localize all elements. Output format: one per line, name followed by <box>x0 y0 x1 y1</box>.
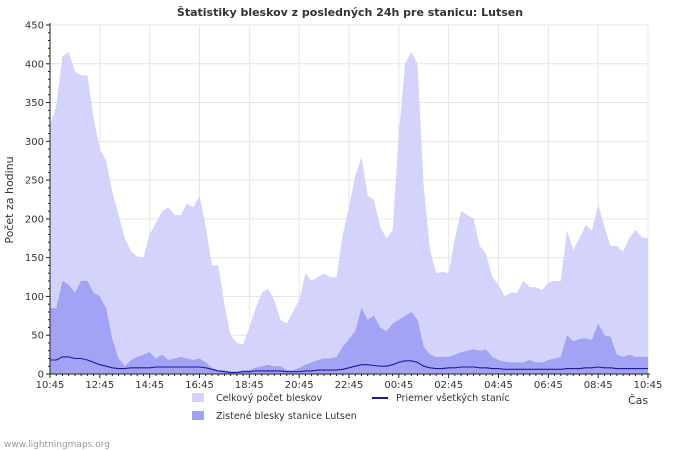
x-tick-label: 10:45 <box>36 380 65 391</box>
x-tick-label: 10:45 <box>634 380 663 391</box>
x-tick-labels: 10:45 12:45 14:45 16:45 18:45 20:45 22:45 00:45… <box>36 380 663 391</box>
legend-label-0: Celkový počet bleskov <box>216 393 322 404</box>
x-tick-label: 02:45 <box>434 380 463 391</box>
y-tick-label: 450 <box>25 21 44 32</box>
y-tick-label: 0 <box>38 370 44 381</box>
series-area-1 <box>50 280 648 374</box>
y-tick-labels: 0 50 100 150 200 250 300 350 400 450 <box>25 21 44 381</box>
x-axis-label: Čas <box>628 394 648 407</box>
axes <box>46 23 650 378</box>
y-tick-label: 400 <box>25 59 44 70</box>
x-tick-label: 22:45 <box>335 380 364 391</box>
x-tick-label: 08:45 <box>584 380 613 391</box>
legend-swatch-0 <box>192 393 204 402</box>
y-tick-label: 250 <box>25 176 44 187</box>
y-axis-label: Počet za hodinu <box>3 156 16 243</box>
x-tick-label: 16:45 <box>185 380 214 391</box>
y-tick-label: 350 <box>25 98 44 109</box>
chart-title: Štatistiky bleskov z posledných 24h pre … <box>177 6 523 19</box>
x-tick-label: 04:45 <box>484 380 513 391</box>
series-area-0 <box>50 52 648 374</box>
legend-label-2: Zistené blesky stanice Lutsen <box>216 411 357 422</box>
y-tick-label: 100 <box>25 292 44 303</box>
series-layer <box>50 52 648 374</box>
y-tick-label: 200 <box>25 214 44 225</box>
legend-label-1: Priemer všetkých staníc <box>396 393 510 404</box>
y-tick-label: 50 <box>31 331 44 342</box>
y-tick-label: 150 <box>25 253 44 264</box>
series-line-2 <box>50 356 648 373</box>
x-tick-label: 18:45 <box>235 380 264 391</box>
x-tick-label: 06:45 <box>534 380 563 391</box>
x-tick-label: 20:45 <box>285 380 314 391</box>
x-tick-label: 12:45 <box>85 380 114 391</box>
x-tick-label: 14:45 <box>135 380 164 391</box>
legend-swatch-2 <box>192 411 204 420</box>
site-credit: www.lightningmaps.org <box>4 440 110 450</box>
legend: Celkový počet bleskov Priemer všetkých st… <box>192 393 510 422</box>
y-tick-label: 300 <box>25 137 44 148</box>
x-tick-label: 00:45 <box>384 380 413 391</box>
